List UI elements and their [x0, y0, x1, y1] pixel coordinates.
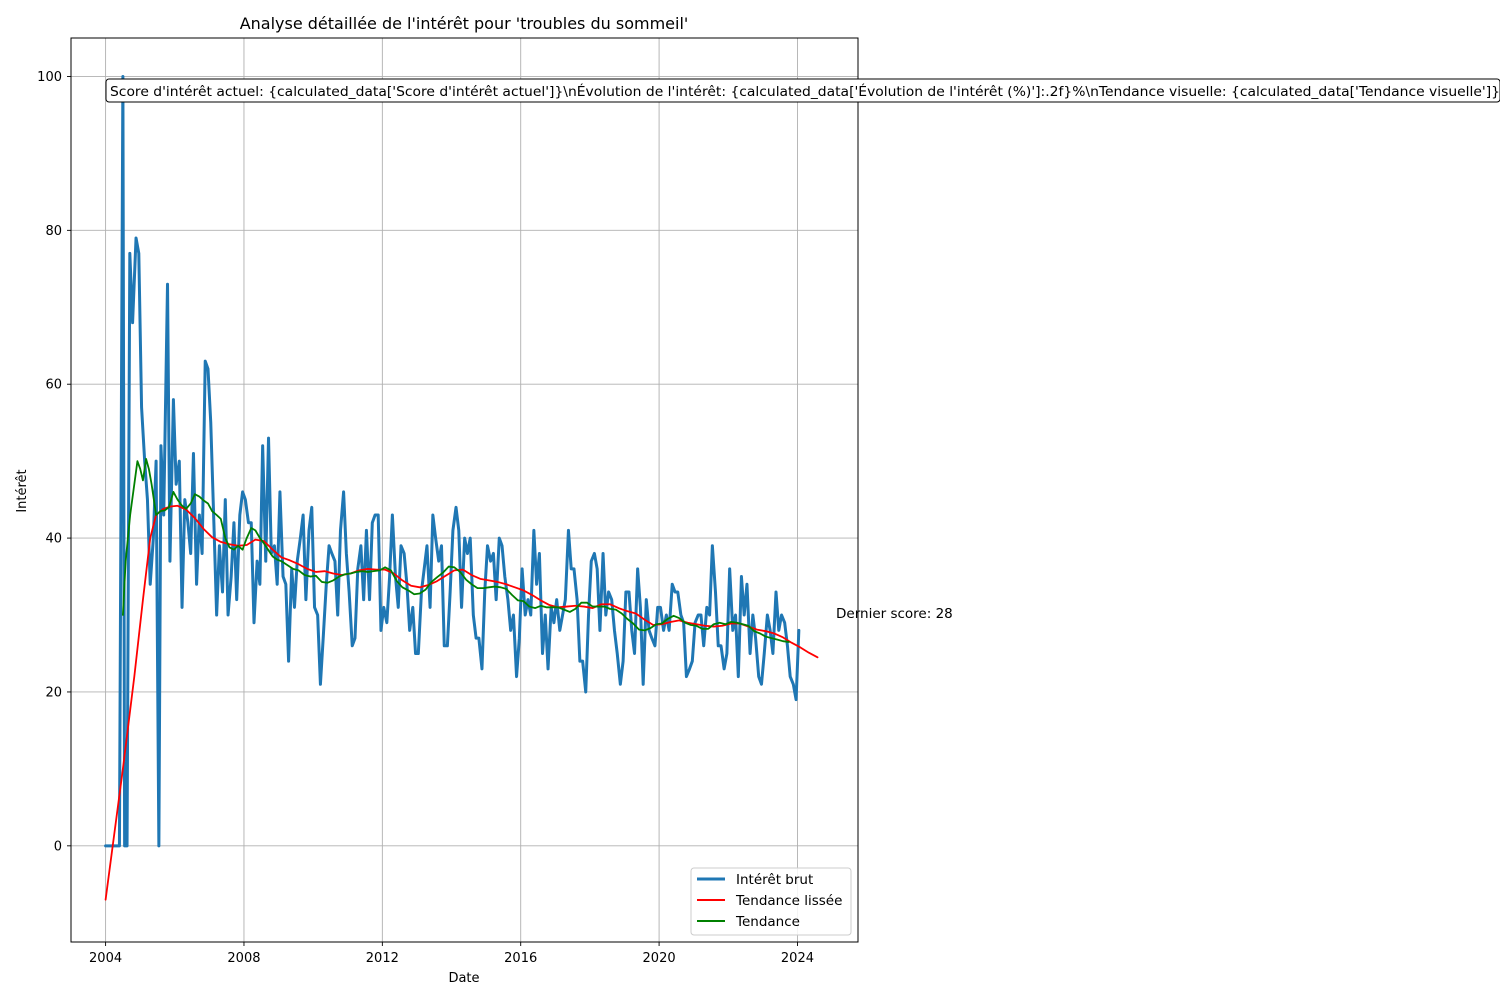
annotation-box-frame — [105, 78, 1500, 103]
chart-title: Analyse détaillée de l'intérêt pour 'tro… — [240, 14, 689, 33]
y-tick-label: 80 — [45, 224, 62, 239]
last-score-annotation: Dernier score: 28 — [836, 606, 953, 622]
x-tick-label: 2012 — [366, 951, 399, 966]
x-tick-label: 2004 — [89, 951, 122, 966]
y-tick-label: 0 — [54, 839, 62, 854]
x-tick-label: 2016 — [504, 951, 537, 966]
plot-series-layer — [104, 74, 819, 901]
annotation-text: Score d'intérêt actuel: {calculated_data… — [110, 83, 1500, 100]
y-tick-label: 60 — [45, 378, 62, 393]
x-axis-label: Date — [448, 971, 479, 986]
series-line-smoothed — [104, 504, 819, 901]
grid-lines — [71, 38, 858, 942]
y-tick-label: 20 — [45, 685, 62, 700]
legend-label-trend: Tendance — [735, 914, 800, 930]
series-line-raw — [104, 74, 801, 848]
y-axis-label: Intérêt — [15, 469, 30, 512]
legend-label-smoothed: Tendance lissée — [735, 893, 842, 909]
annotation-box: Score d'intérêt actuel: {calculated_data… — [105, 78, 1500, 103]
legend-label-raw: Intérêt brut — [736, 872, 813, 888]
x-tick-label: 2008 — [227, 951, 260, 966]
x-tick-label: 2020 — [643, 951, 676, 966]
axis-ticks: 2004 2008 2012 2016 2020 2024 0 20 40 60 80 100 — [37, 70, 814, 966]
legend: Intérêt brut Tendance lissée Tendance — [690, 867, 852, 936]
y-tick-label: 100 — [37, 70, 62, 85]
y-tick-label: 40 — [45, 532, 62, 547]
plot-frame — [70, 37, 859, 943]
series-line-trend — [121, 457, 790, 643]
x-tick-label: 2024 — [781, 951, 814, 966]
legend-frame — [690, 867, 852, 936]
